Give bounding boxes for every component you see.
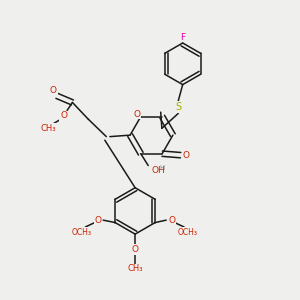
Text: S: S <box>175 102 181 112</box>
Text: O: O <box>50 86 57 95</box>
Text: OH: OH <box>151 167 165 176</box>
Text: CH₃: CH₃ <box>128 264 143 273</box>
Text: O: O <box>94 216 101 225</box>
Text: O: O <box>182 151 190 160</box>
Text: CH₃: CH₃ <box>41 124 56 133</box>
Text: F: F <box>180 33 185 42</box>
Text: O: O <box>168 216 175 225</box>
Text: OCH₃: OCH₃ <box>71 227 92 236</box>
Text: O: O <box>134 110 141 119</box>
Text: H: H <box>160 165 165 171</box>
Text: O: O <box>60 111 67 120</box>
Text: OCH₃: OCH₃ <box>178 227 198 236</box>
Text: O: O <box>132 245 139 254</box>
